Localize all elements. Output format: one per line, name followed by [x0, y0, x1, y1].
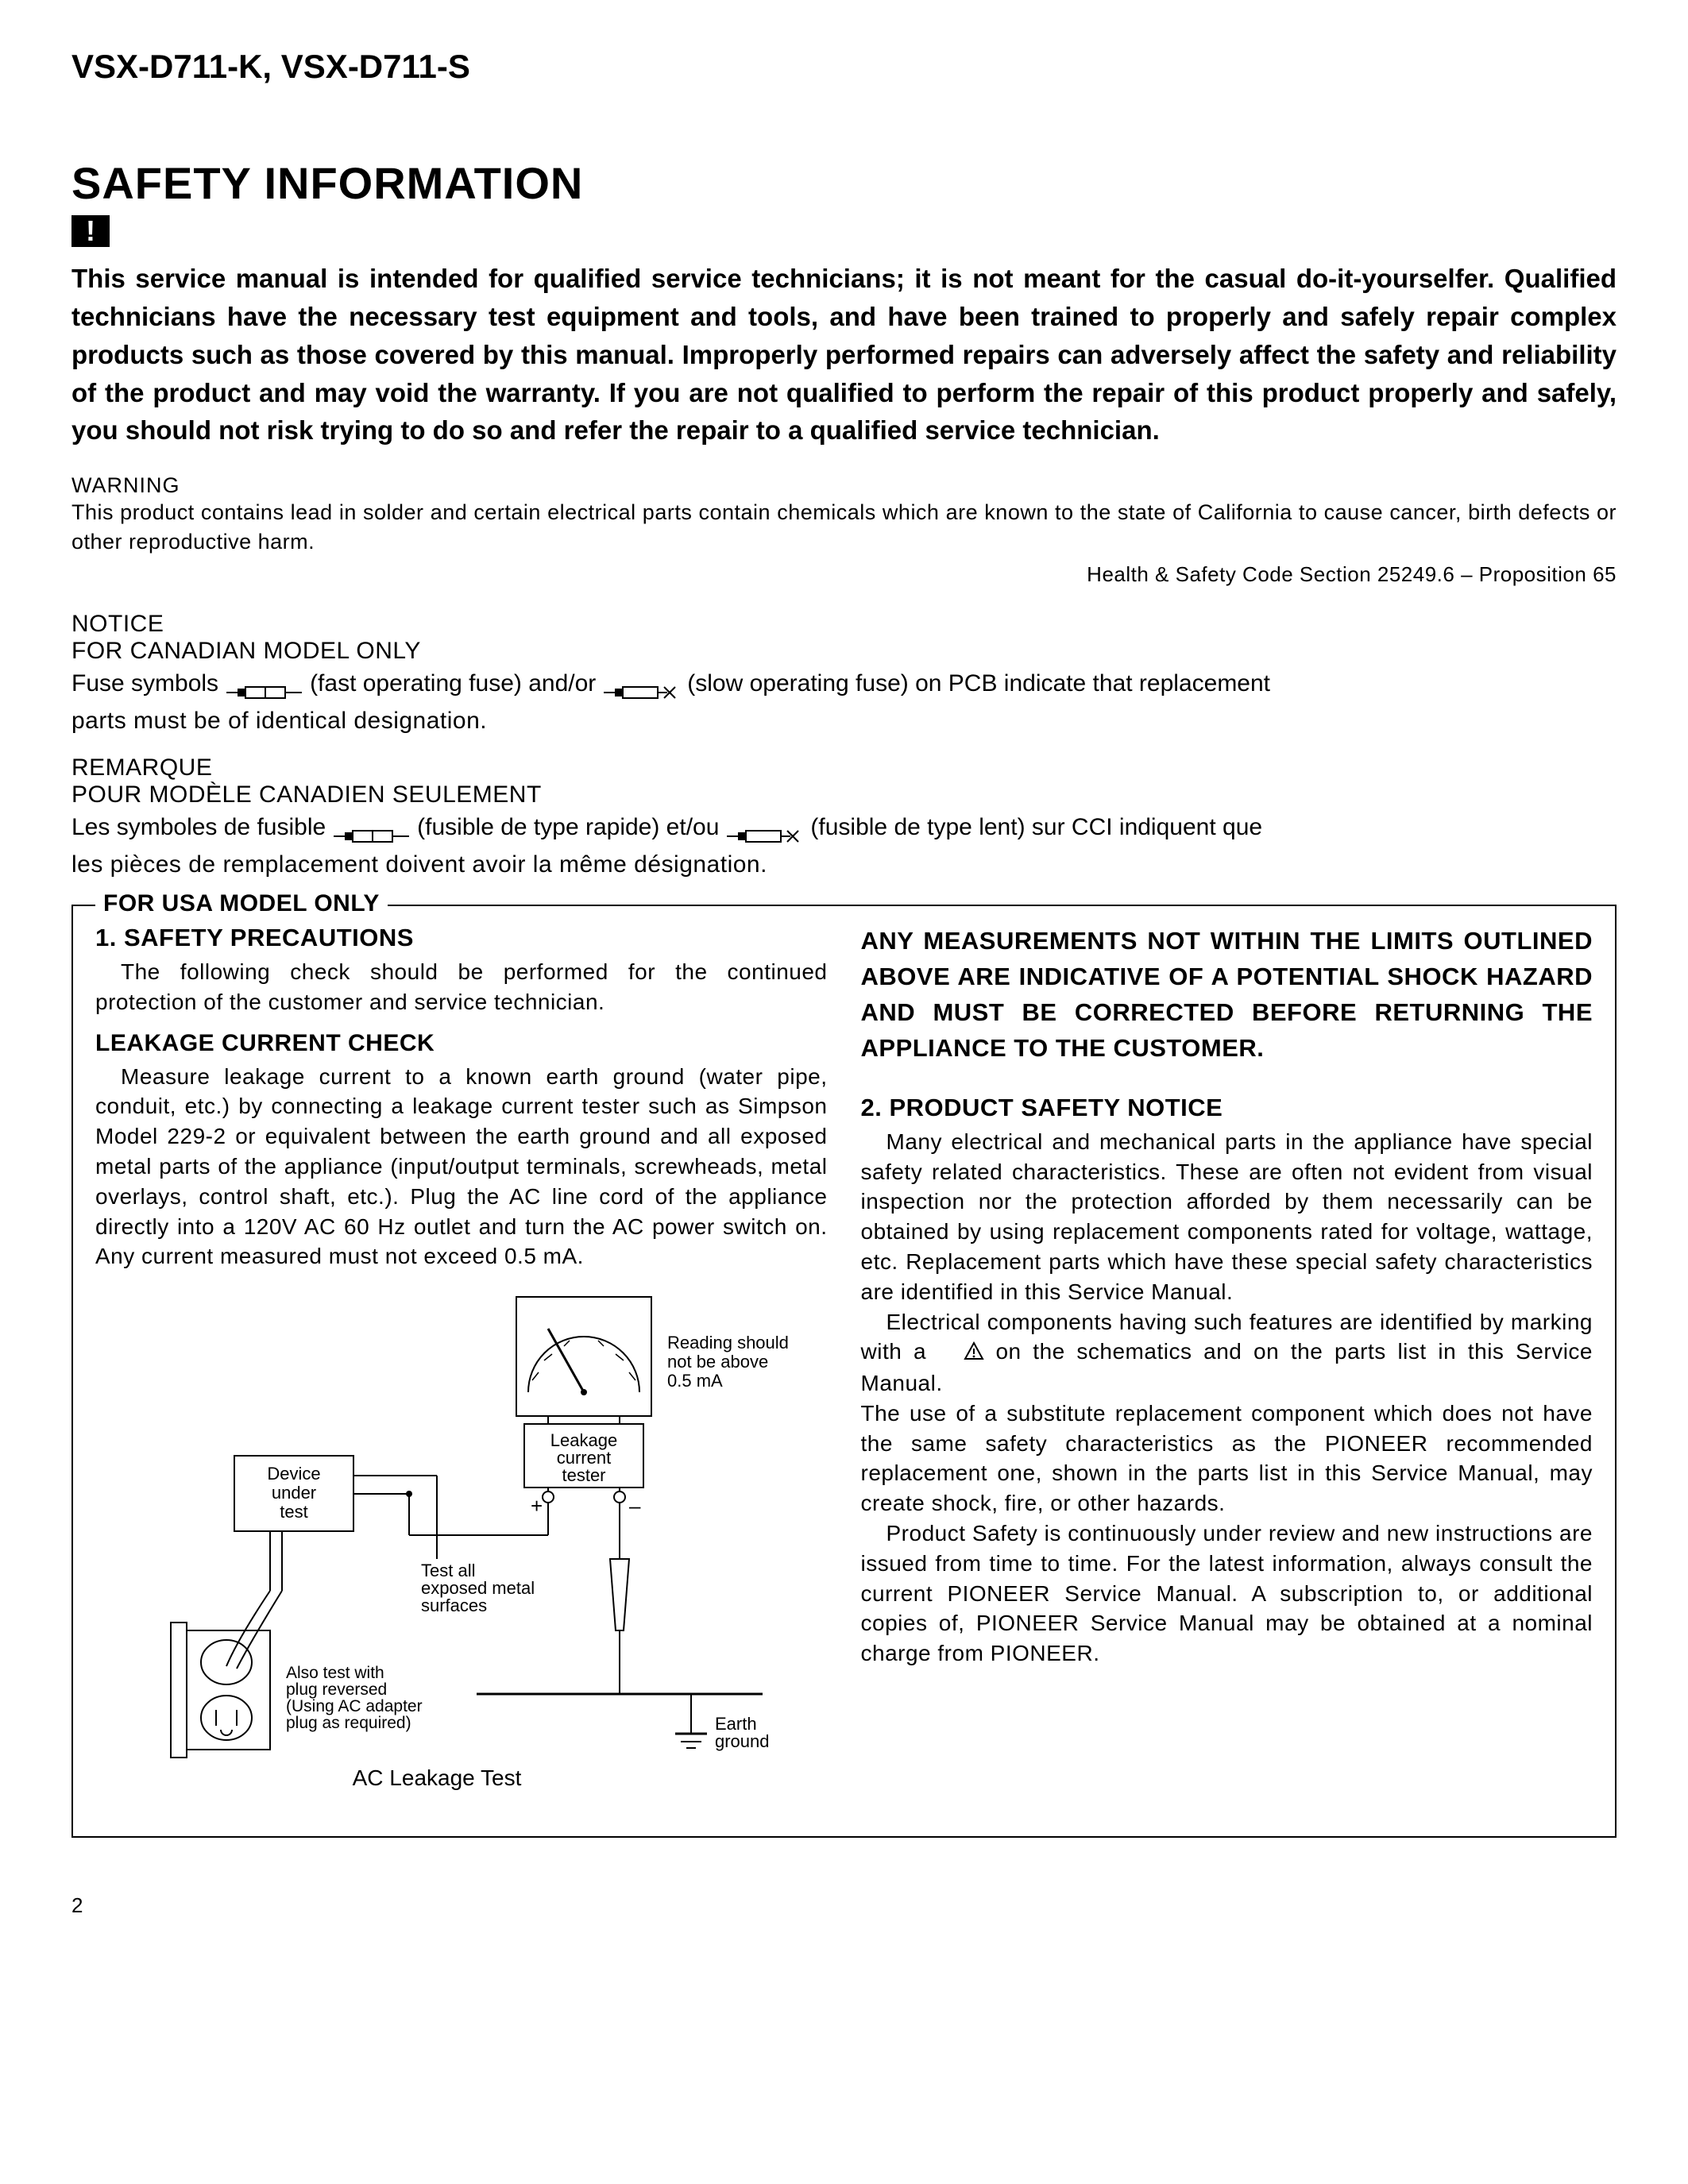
left-column: 1. SAFETY PRECAUTIONS The following chec… — [95, 913, 828, 1819]
fuse-mid2: (slow operating fuse) on PCB indicate th… — [687, 665, 1270, 703]
usa-model-box: FOR USA MODEL ONLY 1. SAFETY PRECAUTIONS… — [71, 905, 1617, 1838]
page-title: SAFETY INFORMATION — [71, 157, 1617, 209]
reading-label: Reading shouldnot be above0.5 mA — [667, 1333, 789, 1391]
fuse-tail-fr: les pièces de remplacement doivent avoir… — [71, 847, 1617, 882]
warning-icon: ! — [71, 215, 110, 247]
notice-en: NOTICE FOR CANADIAN MODEL ONLY Fuse symb… — [71, 611, 1617, 739]
fuse-mid2-fr: (fusible de type lent) sur CCI indiquent… — [810, 808, 1262, 847]
fuse-prefix-fr: Les symboles de fusible — [71, 808, 326, 847]
leakage-check-body: Measure leakage current to a known earth… — [95, 1062, 828, 1272]
fuse-line-en: Fuse symbols (fast operating fuse) and/o… — [71, 665, 1617, 703]
product-safety-p4: Product Safety is continuously under rev… — [861, 1518, 1593, 1669]
product-safety-heading: 2. PRODUCT SAFETY NOTICE — [861, 1094, 1593, 1122]
warning-label: WARNING — [71, 473, 1617, 498]
svg-text:AC Leakage Test: AC Leakage Test — [353, 1765, 522, 1790]
triangle-warning-icon — [938, 1338, 984, 1368]
product-safety-p2: Electrical components having such featur… — [861, 1307, 1593, 1399]
svg-text:Leakagecurrenttester: Leakagecurrenttester — [550, 1430, 617, 1485]
notice-label: NOTICE — [71, 611, 1617, 638]
fast-fuse-icon — [334, 819, 409, 836]
prop65-line: Health & Safety Code Section 25249.6 – P… — [71, 562, 1617, 587]
svg-text:Also test withplug reversed(Us: Also test withplug reversed(Using AC ada… — [286, 1664, 423, 1732]
intro-paragraph: This service manual is intended for qual… — [71, 260, 1617, 450]
model-header: VSX-D711-K, VSX-D711-S — [71, 48, 1617, 86]
slow-fuse-icon — [604, 675, 679, 693]
leakage-check-heading: LEAKAGE CURRENT CHECK — [95, 1030, 828, 1057]
notice-sublabel: FOR CANADIAN MODEL ONLY — [71, 638, 1617, 665]
right-column: ANY MEASUREMENTS NOT WITHIN THE LIMITS O… — [861, 913, 1593, 1819]
svg-text:+: + — [531, 1494, 543, 1518]
svg-text:–: – — [629, 1494, 641, 1518]
slow-fuse-icon — [727, 819, 802, 836]
ac-leakage-diagram: Reading shouldnot be above0.5 mA Leakage… — [95, 1289, 828, 1819]
safety-precautions-body: The following check should be performed … — [95, 957, 828, 1017]
fuse-prefix: Fuse symbols — [71, 665, 218, 703]
fuse-mid1: (fast operating fuse) and/or — [310, 665, 596, 703]
svg-text:Deviceundertest: Deviceundertest — [267, 1464, 320, 1522]
safety-precautions-heading: 1. SAFETY PRECAUTIONS — [95, 924, 828, 952]
remarque-sublabel: POUR MODÈLE CANADIEN SEULEMENT — [71, 781, 1617, 808]
boxed-legend: FOR USA MODEL ONLY — [95, 890, 388, 917]
svg-text:Earthground: Earthground — [715, 1714, 770, 1751]
fuse-line-fr: Les symboles de fusible (fusible de type… — [71, 808, 1617, 847]
svg-text:Test allexposed metalsurfaces: Test allexposed metalsurfaces — [421, 1561, 535, 1615]
product-safety-p1: Many electrical and mechanical parts in … — [861, 1127, 1593, 1307]
warning-body: This product contains lead in solder and… — [71, 498, 1617, 556]
product-safety-p3: The use of a substitute replacement comp… — [861, 1399, 1593, 1518]
fast-fuse-icon — [226, 675, 302, 693]
fuse-tail: parts must be of identical designation. — [71, 703, 1617, 739]
fuse-mid1-fr: (fusible de type rapide) et/ou — [417, 808, 719, 847]
notice-fr: REMARQUE POUR MODÈLE CANADIEN SEULEMENT … — [71, 754, 1617, 882]
page-number: 2 — [71, 1893, 1617, 1918]
shock-hazard-warning: ANY MEASUREMENTS NOT WITHIN THE LIMITS O… — [861, 924, 1593, 1067]
exclamation-icon: ! — [86, 217, 95, 245]
remarque-label: REMARQUE — [71, 754, 1617, 781]
